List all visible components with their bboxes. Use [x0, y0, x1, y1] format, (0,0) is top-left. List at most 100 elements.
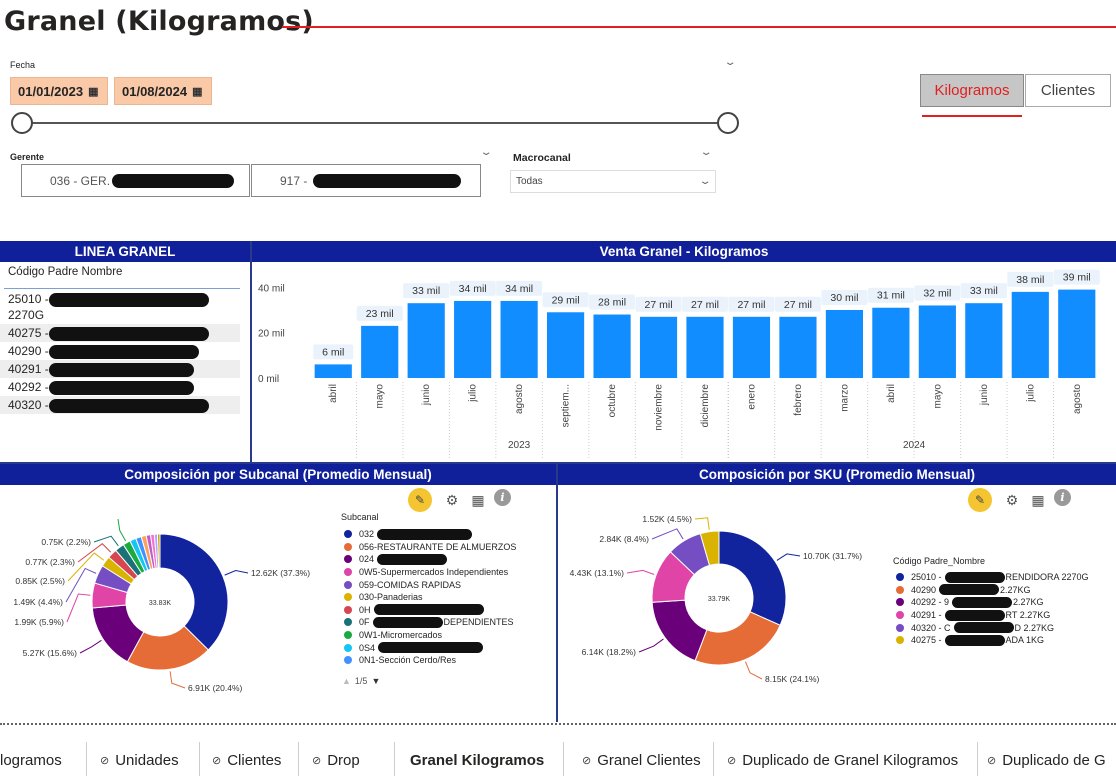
legend-label: 0S4 [359, 642, 376, 653]
page-tab[interactable]: ⊘ Unidades [100, 740, 179, 780]
redacted-text [939, 584, 1000, 596]
redacted-text [377, 528, 473, 540]
data-label-bg [496, 280, 543, 296]
legend-marker [896, 598, 904, 607]
bar [686, 316, 724, 378]
list-item[interactable]: 25010 - 2270G [0, 290, 240, 324]
macrocanal-value: Todas [516, 176, 543, 187]
donut-center-total: 33.83K [149, 600, 172, 607]
legend-item[interactable]: 056-RESTAURANTE DE ALMUERZOS [344, 541, 554, 554]
legend-item[interactable]: 0N1-Sección Cerdo/Res [344, 654, 554, 667]
bar [454, 300, 492, 378]
date-range-track[interactable] [22, 122, 728, 124]
kilogramos-toggle[interactable]: Kilogramos [920, 74, 1024, 107]
tab-label: Duplicado de G [1002, 751, 1106, 769]
slice-label: 6.91K (20.4%) [188, 683, 243, 693]
bar [732, 316, 771, 378]
data-label: 29 mil [552, 294, 580, 306]
range-start-handle[interactable] [11, 112, 33, 134]
chevron-down-icon[interactable]: ⌄ [699, 147, 713, 158]
start-date-value: 01/01/2023 [18, 83, 84, 99]
legend-item[interactable]: 40291 - RT 2.27KG [896, 609, 1114, 622]
list-item[interactable]: 40290 - [0, 342, 240, 360]
legend-marker [344, 555, 352, 564]
hidden-eye-icon: ⊘ [727, 754, 737, 767]
page-tab[interactable]: ⊘ Clientes [212, 740, 281, 780]
legend-item[interactable]: 0W1-Micromercados [344, 629, 554, 642]
redacted-text [48, 398, 209, 413]
page-tab[interactable]: ⊘ Duplicado de Granel Kilogramos [727, 740, 958, 780]
legend-item[interactable]: 40292 - 9 2.27KG [896, 596, 1114, 609]
y-tick-label: 0 mil [258, 374, 279, 385]
list-item-code: 40290 - [8, 344, 49, 358]
data-label-bg [635, 296, 682, 312]
calendar-icon[interactable]: ▦ [88, 85, 99, 98]
legend-item[interactable]: 40320 - C D 2.27KG [896, 621, 1114, 634]
edit-pencil-icon[interactable]: ✎ [968, 488, 992, 512]
x-tick-label: junio [979, 384, 990, 407]
page-tab[interactable]: Granel Kilogramos [410, 740, 544, 780]
edit-pencil-icon[interactable]: ✎ [408, 488, 432, 512]
list-item[interactable]: 40292 - [0, 378, 240, 396]
gear-icon[interactable]: ⚙ [1005, 491, 1019, 508]
legend-item[interactable]: 0S4 [344, 641, 554, 654]
end-date-input[interactable]: 01/08/2024 ▦ [114, 77, 212, 105]
x-tick-label: mayo [375, 384, 386, 409]
start-date-input[interactable]: 01/01/2023 ▦ [10, 77, 108, 105]
legend-item[interactable]: 059-COMIDAS RAPIDAS [344, 578, 554, 591]
leader-line [93, 535, 119, 547]
page-tab[interactable]: ⊘ Duplicado de G [987, 740, 1106, 780]
gerente-option-2[interactable]: 917 - [251, 164, 481, 197]
legend-item[interactable]: 0F DEPENDIENTES [344, 616, 554, 629]
data-label: 27 mil [645, 299, 673, 311]
pager-down-icon[interactable]: ▼ [371, 676, 381, 686]
pager-text: 1/5 [354, 676, 368, 686]
macrocanal-dropdown[interactable]: Todas ⌄ [510, 170, 716, 193]
info-icon[interactable]: i [1054, 489, 1071, 506]
legend-item[interactable]: 40275 - ADA 1KG [896, 634, 1114, 647]
legend-marker [896, 585, 904, 594]
leader-line [77, 543, 112, 563]
list-item[interactable]: 40275 - [0, 324, 240, 342]
sku-legend: 25010 - RENDIDORA 2270G 40290 2.27KG 40292 -… [896, 571, 1114, 647]
data-label-bg [682, 296, 728, 312]
gear-icon[interactable]: ⚙ [445, 491, 459, 508]
donut-slice [699, 530, 720, 566]
legend-label: 024 [359, 554, 375, 565]
x-tick-label: febrero [793, 384, 804, 416]
legend-item[interactable]: 024 [344, 553, 554, 566]
tab-label: Clientes [227, 751, 282, 769]
info-icon[interactable]: i [494, 489, 511, 506]
year-label: 2023 [508, 440, 531, 451]
legend-item[interactable]: 25010 - RENDIDORA 2270G [896, 571, 1114, 584]
chevron-down-icon[interactable]: ⌄ [723, 57, 737, 68]
legend-item[interactable]: 030-Panaderias [344, 591, 554, 604]
legend-label-suffix: RT 2.27KG [1005, 610, 1051, 621]
gerente-option-1[interactable]: 036 - GER. [21, 164, 250, 197]
data-label: 39 mil [1063, 272, 1091, 284]
chevron-down-icon[interactable]: ⌄ [479, 147, 493, 158]
legend-item[interactable]: 0W5-Supermercados Independientes [344, 566, 554, 579]
list-item[interactable]: 40291 - [0, 360, 240, 378]
legend-item[interactable]: 40290 2.27KG [896, 584, 1114, 597]
calendar-icon[interactable]: ▦ [192, 85, 203, 98]
legend-item[interactable]: 032 [344, 528, 554, 541]
page-tab[interactable]: ⊘ Drop [312, 740, 360, 780]
linea-column-header: Código Padre Nombre [8, 266, 123, 278]
legend-label: 40290 [911, 584, 937, 595]
slice-label: 6.14K (18.2%) [582, 647, 637, 657]
venta-bar-chart: 0 mil 20 mil 40 mil 6 mil abril 23 mil mayo 33 … [258, 269, 1100, 458]
slice-label: 1.99K (5.9%) [14, 617, 64, 627]
bar [500, 300, 538, 378]
list-item[interactable]: 40320 - [0, 396, 240, 414]
page-tab[interactable]: logramos [0, 740, 62, 780]
clientes-toggle[interactable]: Clientes [1025, 74, 1111, 107]
donut-center-total: 33.79K [708, 596, 731, 603]
table-icon[interactable]: ▦ [1031, 491, 1045, 508]
table-icon[interactable]: ▦ [471, 491, 485, 508]
donut-slice [651, 599, 708, 662]
pager-up-icon[interactable]: ▲ [342, 676, 351, 686]
legend-item[interactable]: 0H [344, 604, 554, 617]
range-end-handle[interactable] [717, 112, 739, 134]
page-tab[interactable]: ⊘ Granel Clientes [582, 740, 701, 780]
